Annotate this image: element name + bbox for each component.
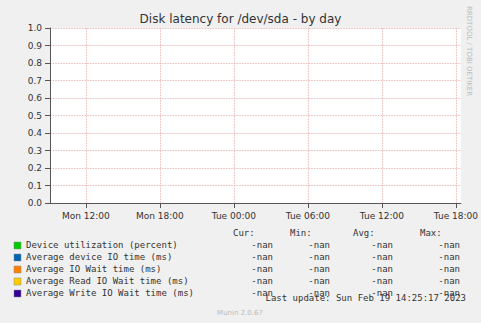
svg-text:Last update: Sun Feb 19 14:25:: Last update: Sun Feb 19 14:25:17 2023: [266, 293, 466, 303]
svg-text:0.9: 0.9: [28, 41, 43, 51]
svg-text:0.8: 0.8: [28, 58, 43, 68]
svg-text:1.0: 1.0: [28, 23, 43, 33]
svg-text:-nan: -nan: [251, 287, 273, 298]
svg-text:Avg:: Avg:: [353, 228, 375, 238]
svg-text:Max:: Max:: [420, 228, 442, 238]
svg-text:Average device IO time (ms): Average device IO time (ms): [26, 252, 172, 262]
svg-text:Tue 06:00: Tue 06:00: [285, 211, 330, 221]
svg-text:Average Read IO Wait time (ms): Average Read IO Wait time (ms): [26, 276, 189, 286]
svg-text:-nan: -nan: [308, 240, 330, 250]
svg-text:0.6: 0.6: [28, 93, 43, 103]
svg-text:0.1: 0.1: [28, 181, 42, 191]
svg-text:-nan: -nan: [251, 240, 273, 250]
svg-text:Device utilization (percent): Device utilization (percent): [26, 240, 178, 250]
svg-text:-nan: -nan: [251, 252, 273, 262]
svg-text:0.7: 0.7: [28, 76, 42, 86]
svg-text:0.5: 0.5: [28, 111, 42, 121]
svg-text:-nan: -nan: [438, 240, 460, 250]
svg-text:Munin 2.0.67: Munin 2.0.67: [217, 309, 263, 317]
svg-text:Tue 12:00: Tue 12:00: [359, 211, 404, 221]
svg-text:-nan: -nan: [371, 252, 393, 262]
svg-text:-nan: -nan: [438, 264, 460, 274]
svg-text:0.4: 0.4: [28, 128, 43, 138]
svg-text:-nan: -nan: [371, 240, 393, 250]
svg-text:-nan: -nan: [371, 264, 393, 274]
svg-text:Average IO Wait time (ms): Average IO Wait time (ms): [26, 264, 161, 274]
svg-text:-nan: -nan: [438, 276, 460, 286]
svg-text:Disk latency for /dev/sda - by: Disk latency for /dev/sda - by day: [140, 12, 342, 26]
svg-text:0.3: 0.3: [28, 146, 42, 156]
svg-text:Tue 18:00: Tue 18:00: [433, 211, 478, 221]
svg-text:-nan: -nan: [438, 252, 460, 262]
svg-text:Mon 18:00: Mon 18:00: [136, 211, 184, 221]
svg-text:Min:: Min:: [290, 228, 312, 238]
svg-text:-nan: -nan: [308, 252, 330, 262]
svg-text:-nan: -nan: [251, 264, 273, 274]
svg-text:-nan: -nan: [371, 276, 393, 286]
svg-text:-nan: -nan: [308, 264, 330, 274]
svg-text:RRDTOOL / TOBI OETIKER: RRDTOOL / TOBI OETIKER: [465, 6, 473, 96]
svg-text:-nan: -nan: [308, 276, 330, 286]
svg-text:Average Write IO Wait time (ms: Average Write IO Wait time (ms): [26, 288, 194, 298]
svg-text:Mon 12:00: Mon 12:00: [62, 211, 110, 221]
svg-text:Cur:: Cur:: [233, 228, 255, 238]
svg-text:Tue 00:00: Tue 00:00: [211, 211, 256, 221]
svg-text:-nan: -nan: [251, 276, 273, 286]
svg-text:0.2: 0.2: [28, 163, 42, 173]
svg-text:0.0: 0.0: [28, 198, 43, 208]
